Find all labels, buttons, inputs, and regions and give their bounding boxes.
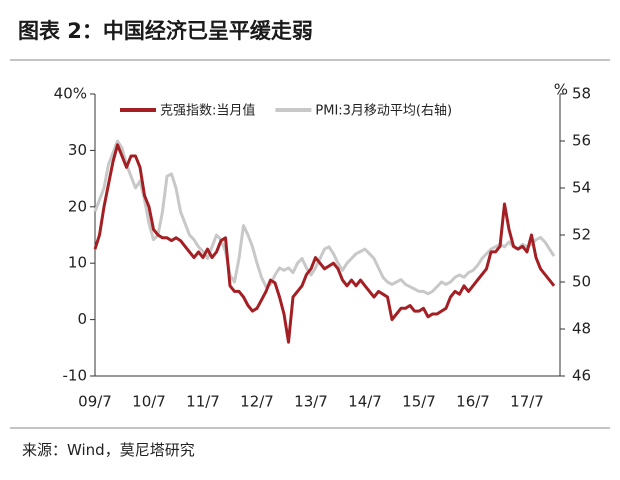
x-tick-label: 11/7 <box>186 393 220 411</box>
y2-tick-label: 48 <box>572 320 591 338</box>
y2-tick-label: 58 <box>572 85 591 103</box>
x-tick-label: 17/7 <box>510 393 544 411</box>
y-tick-label: 30 <box>68 141 87 159</box>
y2-tick-label: 46 <box>572 367 591 385</box>
series-line <box>93 143 556 344</box>
y2-tick-label: 56 <box>572 132 591 150</box>
x-tick-label: 16/7 <box>456 393 490 411</box>
x-tick-label: 14/7 <box>348 393 382 411</box>
x-tick-label: 10/7 <box>132 393 166 411</box>
chart-title: 图表 2：中国经济已呈平缓走弱 <box>18 19 313 43</box>
x-tick-label: 09/7 <box>78 393 112 411</box>
x-tick-label: 15/7 <box>402 393 436 411</box>
legend-label: 克强指数:当月值 <box>160 103 255 119</box>
x-tick-label: 13/7 <box>294 393 328 411</box>
series-line <box>93 139 556 296</box>
y-tick-label: 20 <box>68 197 87 215</box>
x-tick-label: 12/7 <box>240 393 274 411</box>
y-tick-label: 40% <box>54 85 87 103</box>
legend-label: PMI:3月移动平均(右轴) <box>315 104 452 119</box>
y-tick-label: 10 <box>68 254 87 272</box>
source: 来源：Wind，莫尼塔研究 <box>22 441 195 459</box>
y2-tick-label: 50 <box>572 273 591 291</box>
y2-tick-label: 52 <box>572 226 591 244</box>
y2-tick-label: 54 <box>572 179 591 197</box>
y-tick-label: -10 <box>63 367 88 385</box>
y-tick-label: 0 <box>77 310 87 328</box>
y2-unit: % <box>554 81 568 99</box>
